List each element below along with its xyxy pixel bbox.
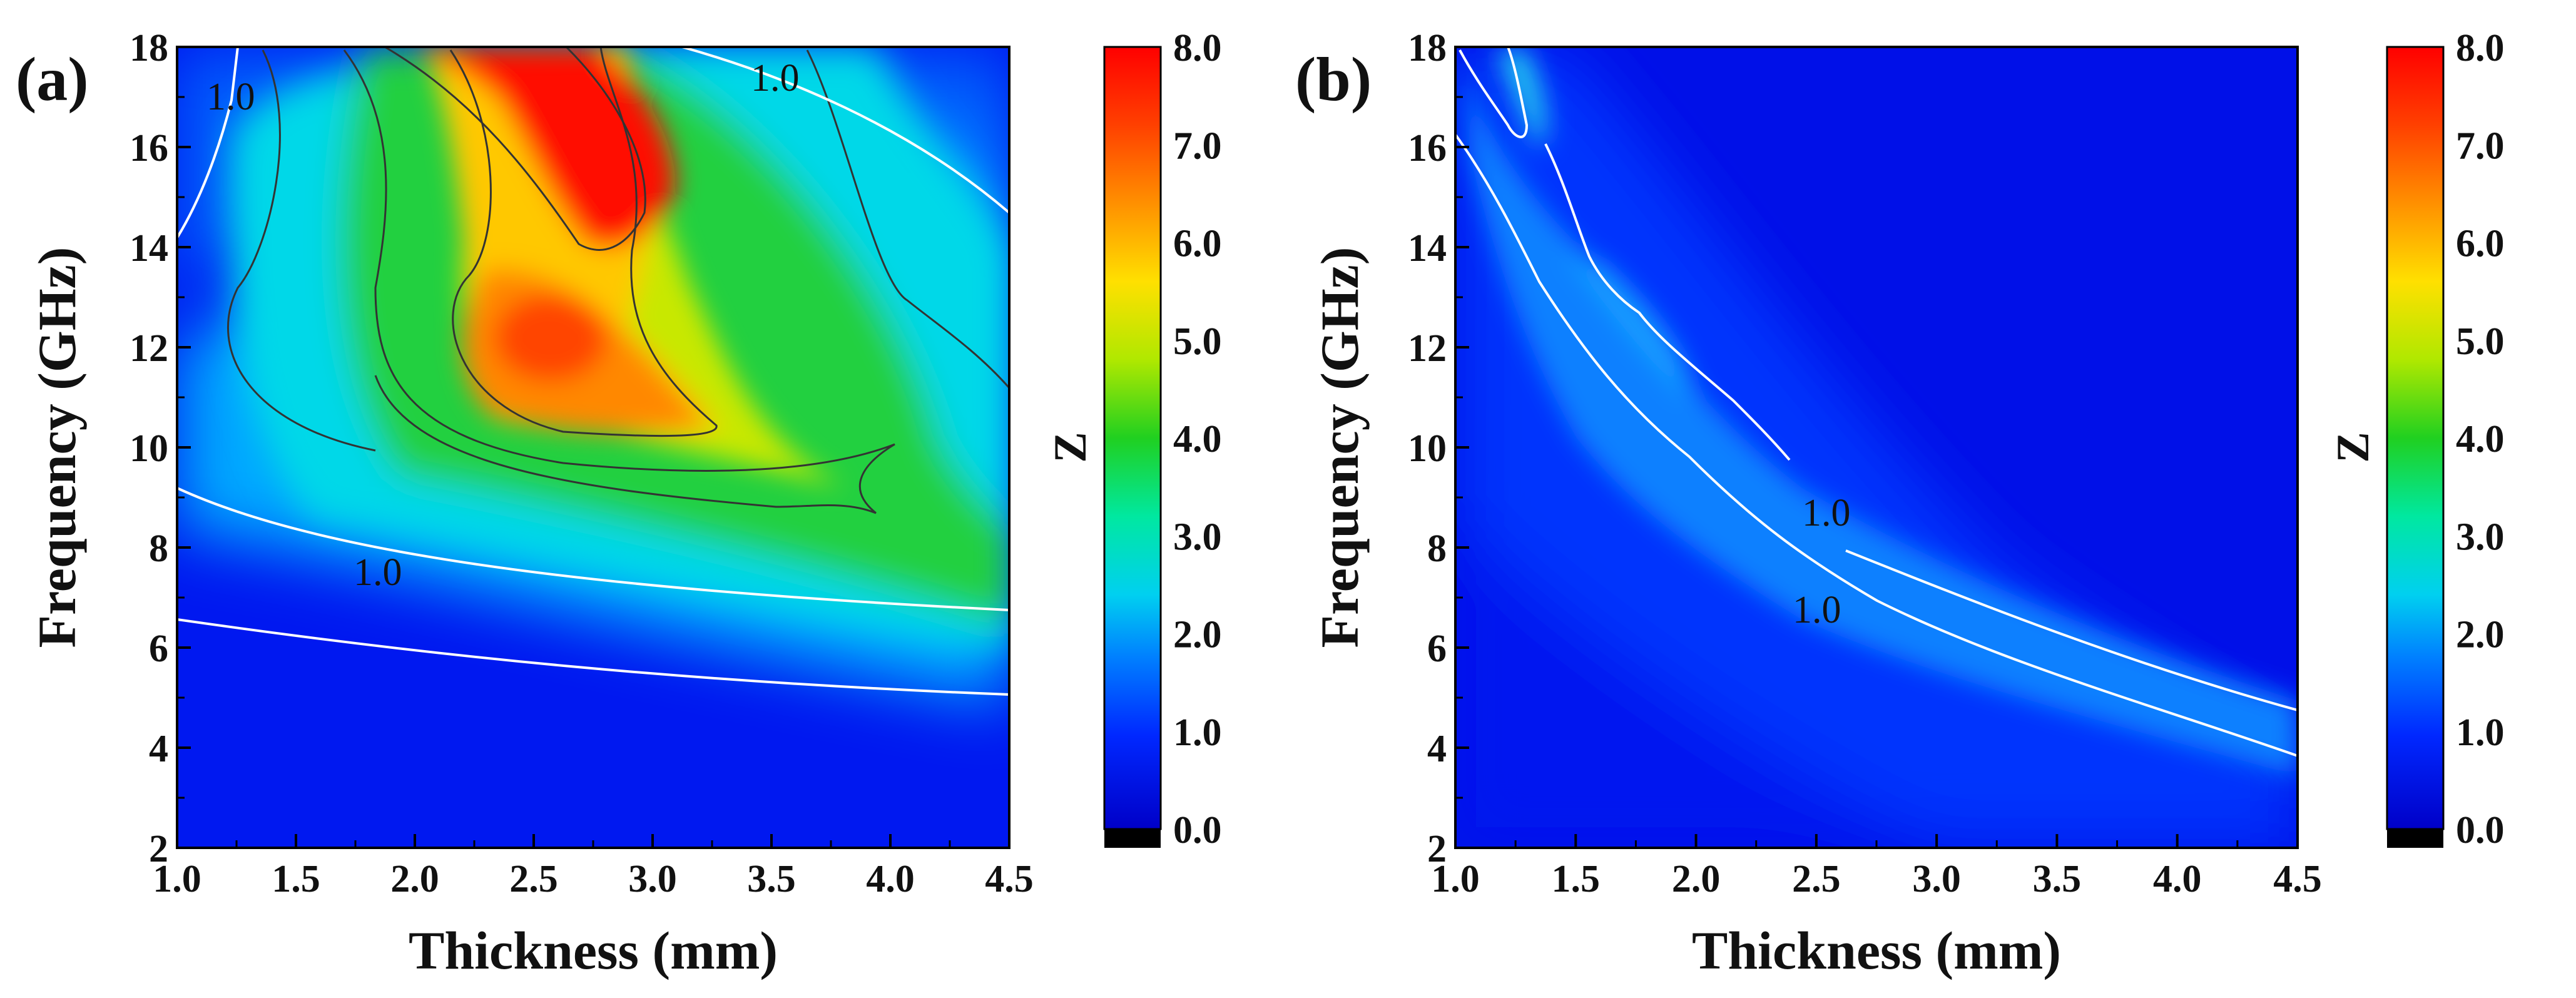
- panel-b-x-axis-title: Thickness (mm): [1692, 920, 2061, 980]
- panel-b-y-ticks: 2 4 6 8 10 12 14 16 18: [1408, 27, 1469, 870]
- panel-b-y-axis-title: Frequency (GHz): [1310, 247, 1370, 648]
- panel-a-label: (a): [16, 44, 89, 114]
- y-tick-label: 16: [130, 127, 168, 170]
- panel-a-contours: [177, 47, 1009, 696]
- x-tick-label: 3.5: [2033, 858, 2082, 900]
- y-tick-label: 18: [130, 27, 168, 69]
- y-tick-label: 16: [1408, 127, 1447, 170]
- panel-a-x-axis-title: Thickness (mm): [409, 920, 778, 980]
- y-tick-label: 12: [1408, 327, 1447, 370]
- y-tick-label: 8: [149, 527, 168, 570]
- y-tick-label: 8: [1427, 527, 1447, 570]
- y-tick-label: 6: [149, 628, 168, 670]
- colorbar-a-ticks: 0.0 1.0 2.0 3.0 4.0 5.0 6.0 7.0 8.0: [1173, 27, 1222, 852]
- colorbar-a-title: Z: [1045, 432, 1096, 462]
- colorbar-tick-label: 0.0: [2456, 809, 2505, 852]
- x-tick-label: 4.0: [2153, 858, 2202, 900]
- x-tick-label: 4.5: [2273, 858, 2322, 900]
- y-tick-label: 4: [149, 728, 168, 770]
- panel-a-y-ticks: 2 4 6 8 10 12 14 16 18: [130, 27, 191, 870]
- x-tick-label: 2.0: [1672, 858, 1721, 900]
- colorbar-b-ticks: 0.0 1.0 2.0 3.0 4.0 5.0 6.0 7.0 8.0: [2456, 27, 2505, 852]
- x-tick-label: 4.0: [866, 858, 915, 900]
- x-tick-label: 1.0: [153, 858, 201, 900]
- x-tick-label: 1.5: [272, 858, 320, 900]
- y-tick-label: 18: [1408, 27, 1447, 69]
- colorbar-tick-label: 4.0: [1173, 418, 1222, 461]
- y-tick-label: 12: [130, 327, 168, 370]
- colorbar-tick-label: 6.0: [1173, 223, 1222, 265]
- colorbar-tick-label: 1.0: [2456, 711, 2505, 754]
- y-tick-label: 2: [149, 828, 168, 870]
- panel-a-contour-label: 1.0: [206, 76, 255, 118]
- x-tick-label: 2.5: [509, 858, 558, 900]
- y-tick-label: 2: [1427, 828, 1447, 870]
- panel-b-heatmap: 1.0 1.0: [1455, 47, 2298, 848]
- panel-a-contour-label: 1.0: [751, 57, 800, 99]
- x-tick-label: 1.5: [1552, 858, 1601, 900]
- colorbar-tick-label: 8.0: [1173, 27, 1222, 69]
- panel-b-contours: [1455, 47, 2298, 757]
- colorbar-tick-label: 4.0: [2456, 418, 2505, 461]
- y-tick-label: 10: [130, 427, 168, 470]
- colorbar-tick-label: 7.0: [2456, 125, 2505, 167]
- panel-a-contour-label: 1.0: [354, 551, 402, 594]
- x-tick-label: 2.0: [390, 858, 439, 900]
- colorbar-tick-label: 5.0: [1173, 320, 1222, 363]
- y-tick-label: 14: [1408, 227, 1447, 270]
- y-tick-label: 4: [1427, 728, 1447, 770]
- y-tick-label: 14: [130, 227, 168, 270]
- colorbar-tick-label: 2.0: [2456, 614, 2505, 656]
- panel-b: 1.0 1.0 1.0 1.5 2.0 2.5 3.0 3.5 4.0 4.5 2468101…: [1295, 27, 2322, 980]
- x-tick-label: 2.5: [1792, 858, 1841, 900]
- colorbar-b-title: Z: [2328, 432, 2379, 462]
- colorbar-a: 0.0 1.0 2.0 3.0 4.0 5.0 6.0 7.0 8.0 Z: [1045, 27, 1222, 852]
- colorbar-tick-label: 5.0: [2456, 320, 2505, 363]
- x-tick-label: 4.5: [985, 858, 1034, 900]
- colorbar-tick-label: 8.0: [2456, 27, 2505, 69]
- y-tick-label: 10: [1408, 427, 1447, 470]
- panel-a-heatmap: 1.0 1.0 1.0: [177, 47, 1009, 848]
- panel-b-label: (b): [1295, 44, 1372, 114]
- colorbar-tick-label: 6.0: [2456, 223, 2505, 265]
- colorbar-tick-label: 3.0: [2456, 516, 2505, 558]
- colorbar-tick-label: 3.0: [1173, 516, 1222, 558]
- colorbar-tick-label: 7.0: [1173, 125, 1222, 167]
- panel-a: 1.0 1.0 1.0 1.0 1.5 2.0 2.5 3.0 3.5 4.0 4.5 2 4 6…: [16, 27, 1034, 980]
- colorbar-b: 0.0 1.0 2.0 3.0 4.0 5.0 6.0 7.0 8.0 Z: [2328, 27, 2505, 852]
- x-tick-label: 3.0: [628, 858, 677, 900]
- panel-b-contour-label: 1.0: [1793, 589, 1841, 631]
- panel-a-y-axis-title: Frequency (GHz): [27, 247, 87, 648]
- panel-b-x-ticks: 1.0 1.5 2.0 2.5 3.0 3.5 4.0 4.5: [1431, 834, 2322, 900]
- x-tick-label: 3.5: [747, 858, 796, 900]
- colorbar-tick-label: 2.0: [1173, 614, 1222, 656]
- panel-a-x-ticks: 1.0 1.5 2.0 2.5 3.0 3.5 4.0 4.5: [153, 834, 1034, 900]
- y-tick-label: 6: [1427, 628, 1447, 670]
- panel-b-contour-label: 1.0: [1802, 492, 1851, 534]
- x-tick-label: 3.0: [1912, 858, 1961, 900]
- colorbar-tick-label: 0.0: [1173, 809, 1222, 852]
- colorbar-tick-label: 1.0: [1173, 711, 1222, 754]
- x-tick-label: 1.0: [1431, 858, 1480, 900]
